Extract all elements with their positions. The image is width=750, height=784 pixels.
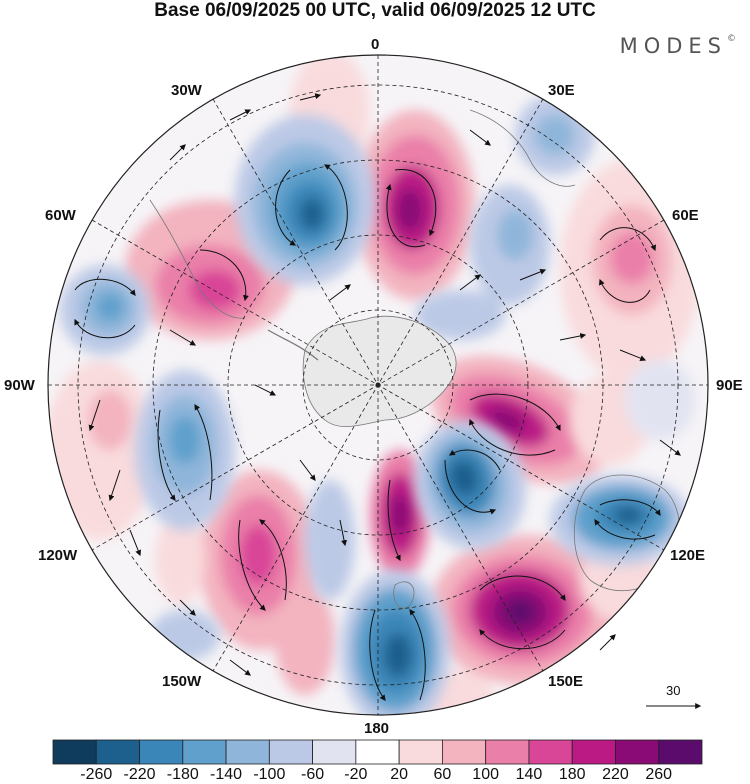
colorbar-swatch bbox=[52, 739, 97, 765]
colorbar-tick-label: -20 bbox=[344, 766, 368, 783]
lon-label-150e: 150E bbox=[548, 673, 584, 690]
colorbar-tick-label: -180 bbox=[166, 766, 199, 783]
colorbar-tick-label: -220 bbox=[123, 766, 156, 783]
map-title: Base 06/09/2025 00 UTC, valid 06/09/2025… bbox=[154, 0, 596, 21]
lon-label-180: 180 bbox=[364, 720, 390, 737]
colorbar-tick-label: 260 bbox=[645, 766, 673, 783]
lon-label-120w: 120W bbox=[38, 547, 78, 564]
colorbar-tick-label: -100 bbox=[253, 766, 286, 783]
colorbar-swatch bbox=[658, 739, 703, 765]
map-border bbox=[47, 54, 709, 716]
antarctica bbox=[302, 315, 457, 427]
colorbar-tick-label: 100 bbox=[472, 766, 499, 783]
colorbar-swatch bbox=[571, 739, 616, 765]
new-zealand bbox=[393, 581, 415, 609]
colorbar-swatch bbox=[268, 739, 314, 765]
lon-label-90w: 90W bbox=[4, 377, 35, 394]
colorbar-swatch bbox=[485, 739, 530, 765]
colorbar-swatch bbox=[225, 739, 270, 765]
lon-label-0: 0 bbox=[371, 36, 380, 53]
colorbar-swatch bbox=[528, 739, 573, 765]
colorbar-swatch bbox=[139, 739, 184, 765]
colorbar-tick-label: 180 bbox=[558, 766, 586, 783]
colorbar-swatch bbox=[398, 739, 443, 765]
colorbar-tick-label: 60 bbox=[433, 766, 452, 783]
colorbar-swatch bbox=[615, 739, 660, 765]
south-america bbox=[149, 199, 246, 319]
lon-label-150w: 150W bbox=[162, 673, 202, 690]
reference-vector-label: 30 bbox=[666, 683, 681, 698]
colorbar-tick-label: -260 bbox=[80, 766, 113, 783]
lon-label-60w: 60W bbox=[45, 207, 76, 224]
colorbar-tick-label: -140 bbox=[210, 766, 243, 783]
lon-label-30w: 30W bbox=[171, 82, 202, 99]
antarctic-peninsula bbox=[267, 329, 319, 361]
lon-label-120e: 120E bbox=[670, 547, 706, 564]
wind-vectors bbox=[74, 93, 681, 701]
colorbar-swatch bbox=[312, 739, 357, 765]
colorbar-tick-label: -60 bbox=[301, 766, 325, 783]
brand-logo: MODES© bbox=[619, 34, 736, 58]
colorbar-swatch bbox=[441, 739, 487, 765]
africa bbox=[469, 109, 576, 187]
lon-label-90e: 90E bbox=[716, 377, 743, 394]
colorbar-swatch bbox=[182, 739, 227, 765]
colorbar-swatch bbox=[355, 739, 400, 765]
colorbar-tick-label: 140 bbox=[515, 766, 543, 783]
colorbar-tick-label: 220 bbox=[602, 766, 629, 783]
lon-label-60e: 60E bbox=[672, 207, 699, 224]
colorbar-swatch bbox=[95, 739, 140, 765]
colorbar-tick-label: 20 bbox=[390, 766, 409, 783]
lon-label-30e: 30E bbox=[548, 82, 575, 99]
anomaly-field bbox=[48, 55, 708, 715]
south-pole-marker bbox=[375, 382, 381, 388]
colorbar bbox=[52, 739, 703, 765]
